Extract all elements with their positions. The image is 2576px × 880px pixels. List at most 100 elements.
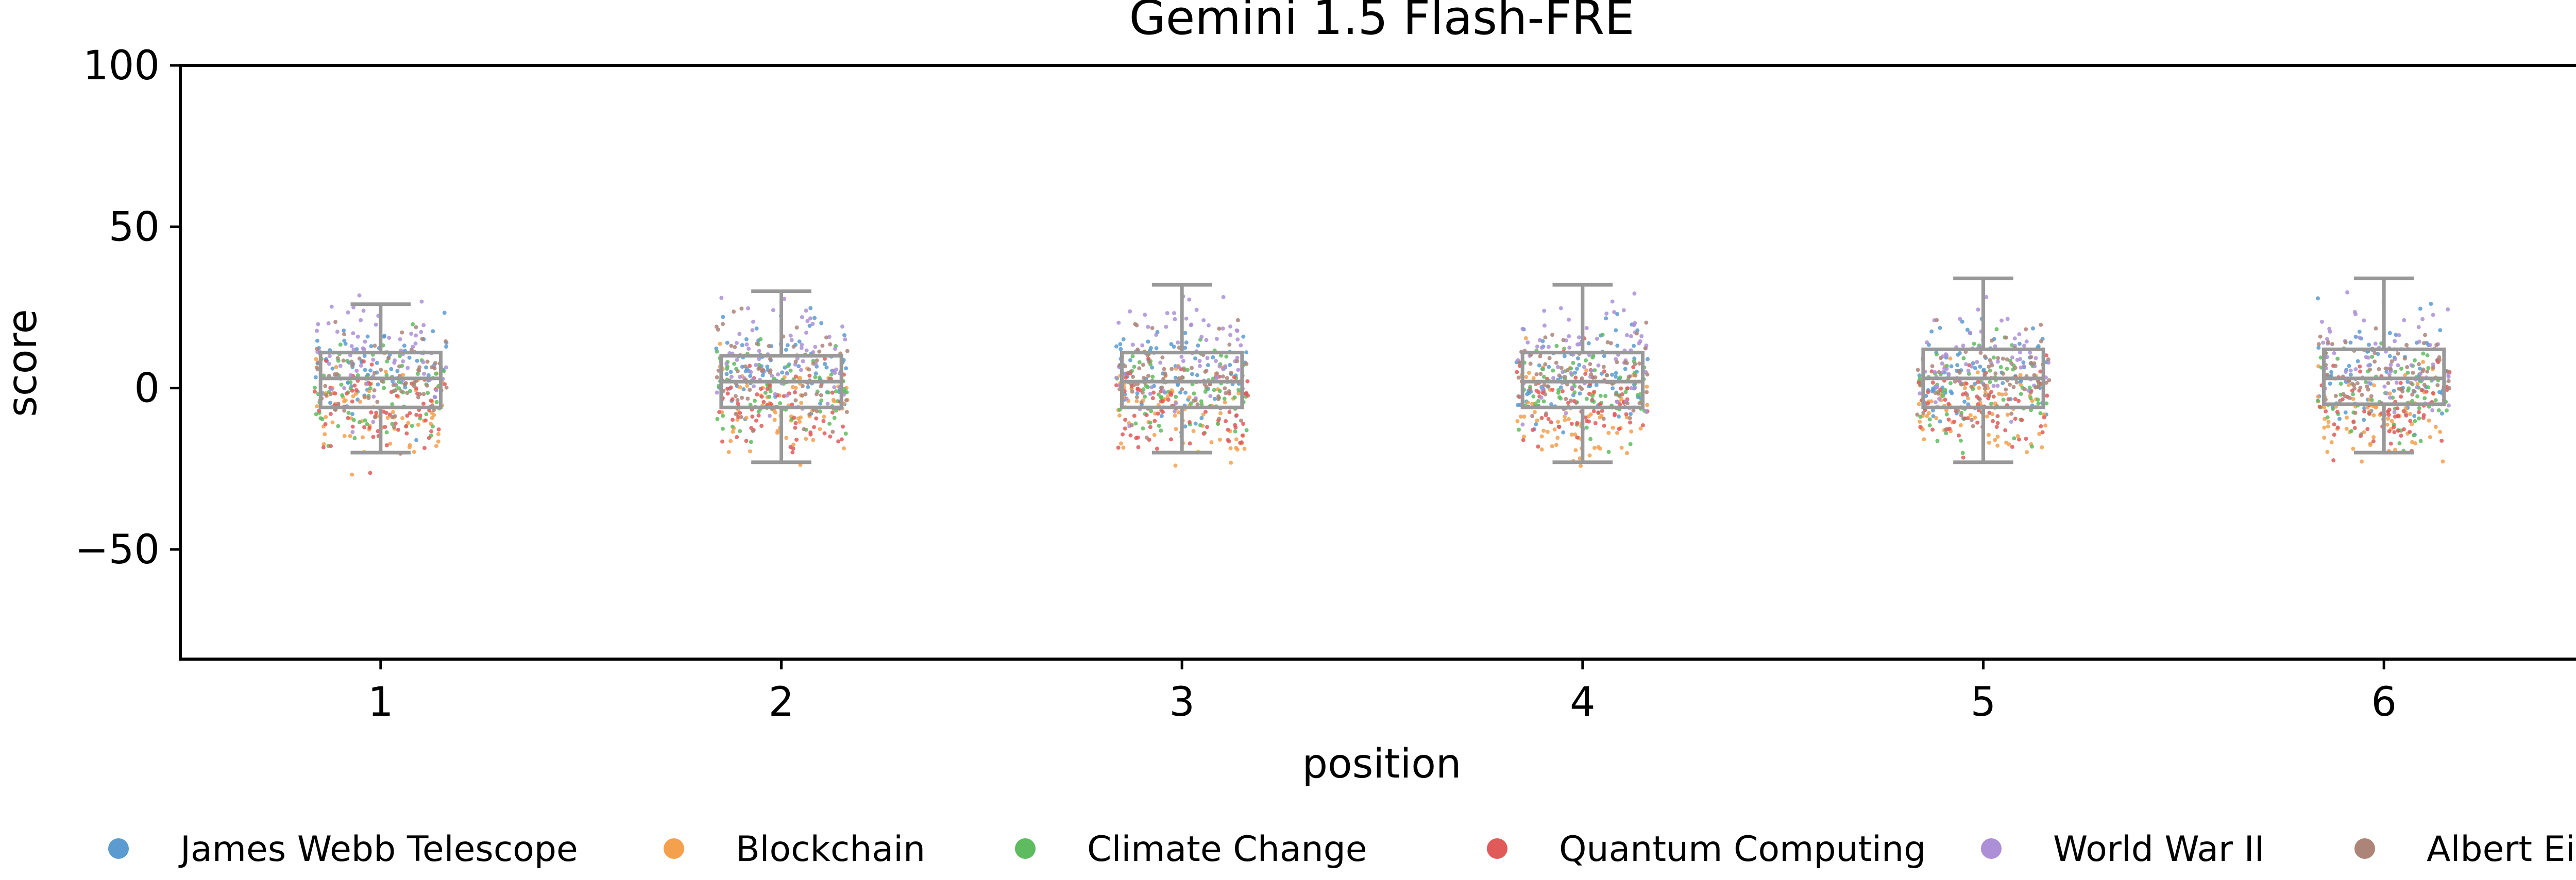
data-point — [804, 331, 808, 335]
data-point — [1611, 425, 1615, 430]
data-point — [1929, 399, 1934, 404]
data-point — [1222, 396, 1227, 401]
data-point — [796, 364, 801, 369]
data-point — [350, 363, 354, 367]
data-point — [729, 374, 734, 379]
data-point — [2030, 444, 2034, 449]
data-point — [1135, 391, 1140, 395]
data-point — [2434, 343, 2439, 347]
data-point — [1975, 370, 1980, 375]
data-point — [329, 304, 334, 309]
data-point — [1546, 417, 1551, 421]
data-point — [828, 434, 833, 439]
data-point — [357, 420, 362, 424]
data-point — [1192, 391, 1196, 396]
data-point — [834, 389, 838, 394]
data-point — [1968, 413, 1973, 418]
data-point — [2319, 319, 2324, 324]
data-point — [1944, 431, 1948, 436]
data-point — [1235, 337, 1240, 342]
x-axis: 1 2 3 4 5 6 — [368, 659, 2397, 726]
data-point — [2010, 444, 2014, 449]
data-point — [1573, 375, 1578, 380]
data-point — [436, 439, 440, 444]
data-point — [1602, 369, 1606, 374]
data-point — [2039, 322, 2043, 327]
data-point — [2365, 384, 2369, 389]
data-point — [1176, 410, 1181, 415]
data-point — [2417, 406, 2421, 410]
data-point — [421, 360, 426, 365]
data-point — [321, 442, 326, 446]
data-point — [798, 420, 802, 424]
data-point — [750, 415, 755, 419]
data-point — [2367, 342, 2371, 347]
legend-label: Quantum Computing — [1559, 829, 1926, 870]
data-point — [339, 383, 344, 387]
data-point — [1598, 415, 1602, 420]
data-point — [2387, 372, 2392, 377]
data-point — [2017, 341, 2022, 346]
data-point — [1918, 415, 1923, 419]
data-point — [1235, 359, 1240, 364]
data-point — [2318, 355, 2323, 360]
data-point — [1592, 389, 1597, 394]
data-point — [1960, 451, 1965, 455]
data-point — [2008, 383, 2012, 387]
data-point — [2411, 389, 2416, 393]
data-point — [751, 319, 755, 324]
data-point — [424, 412, 429, 417]
data-point — [836, 439, 841, 444]
data-point — [715, 349, 719, 354]
data-point — [315, 338, 319, 343]
data-point — [831, 368, 836, 373]
data-point — [1157, 423, 1161, 428]
data-point — [776, 372, 780, 377]
data-point — [1584, 326, 1589, 331]
data-point — [1201, 432, 1206, 436]
data-point — [772, 418, 777, 422]
data-point — [1532, 410, 1537, 415]
data-point — [2003, 428, 2008, 433]
data-point — [1996, 356, 2001, 360]
data-point — [376, 382, 380, 387]
data-point — [1140, 390, 1145, 395]
data-point — [351, 331, 355, 336]
data-point — [1193, 398, 1198, 403]
data-point — [1137, 360, 1142, 365]
data-point — [2401, 409, 2406, 413]
data-point — [2402, 427, 2406, 432]
data-point — [2412, 413, 2417, 418]
data-point — [1547, 365, 1551, 369]
data-point — [1154, 333, 1159, 337]
data-point — [2370, 354, 2375, 359]
data-point — [2362, 418, 2366, 422]
data-point — [1123, 426, 1127, 431]
data-point — [2445, 369, 2450, 374]
data-point — [813, 375, 818, 379]
legend-label: Climate Change — [1087, 829, 1367, 870]
data-point — [1195, 402, 1200, 407]
data-point — [1183, 424, 1188, 429]
data-point — [725, 367, 730, 371]
data-point — [349, 359, 354, 364]
data-point — [353, 391, 358, 396]
data-point — [1145, 385, 1150, 389]
data-point — [1542, 383, 1547, 387]
data-point — [824, 335, 828, 340]
data-point — [350, 430, 355, 434]
data-point — [1224, 354, 1229, 359]
data-point — [824, 365, 829, 370]
data-point — [1153, 419, 1157, 423]
data-point — [2425, 353, 2430, 358]
data-point — [804, 308, 808, 313]
data-point — [726, 450, 731, 454]
data-point — [1174, 394, 1178, 399]
data-point — [1993, 344, 1997, 349]
data-point — [371, 357, 376, 362]
data-point — [1199, 399, 1204, 404]
data-point — [1965, 396, 1970, 401]
data-point — [1542, 323, 1547, 328]
data-point — [823, 361, 827, 366]
data-point — [2036, 401, 2041, 406]
